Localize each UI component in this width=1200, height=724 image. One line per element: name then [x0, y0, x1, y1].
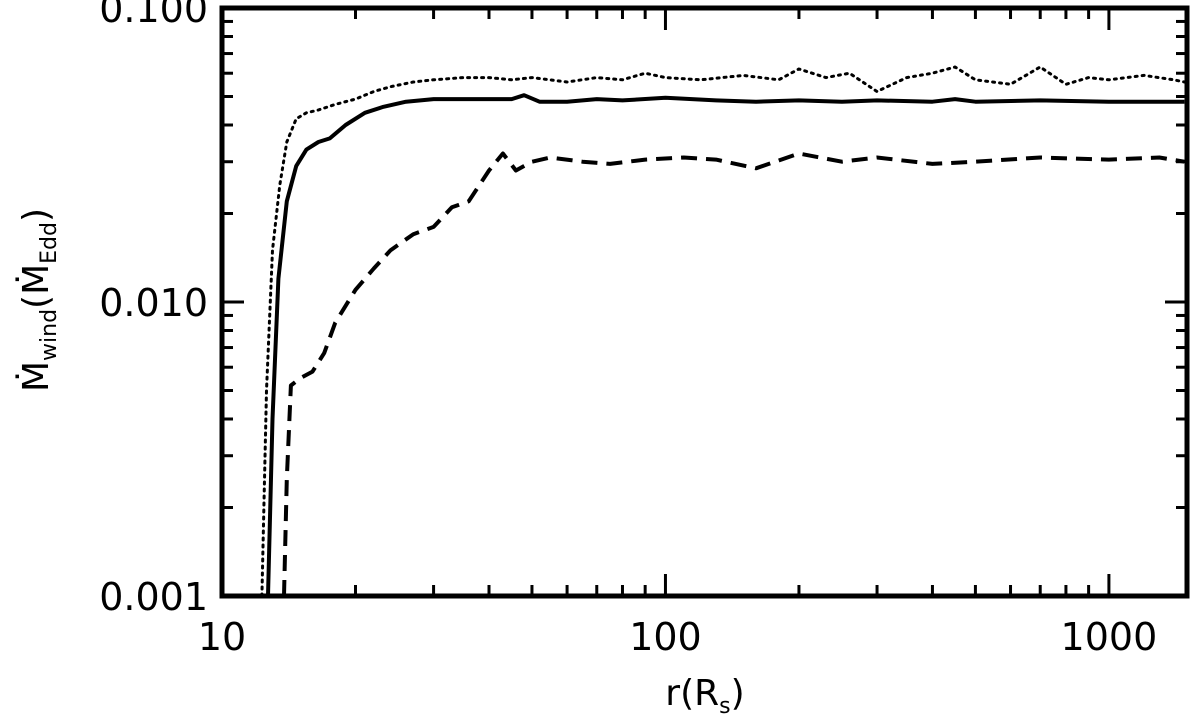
y-tick-label: 0.010: [99, 281, 208, 325]
plot-frame: [219, 5, 1190, 599]
series-dotted-line: [260, 65, 1186, 598]
series-layer: [260, 65, 1186, 598]
x-tick-label: 10: [198, 615, 246, 659]
y-axis-label-sub2: Edd: [37, 222, 62, 264]
y-axis-label-open: (: [16, 295, 57, 309]
x-tick-label: 1000: [1061, 615, 1158, 659]
x-axis-label: r(Rs): [665, 673, 744, 719]
x-axis-label-close: ): [731, 673, 745, 714]
y-tick-label: 0.100: [99, 0, 208, 31]
x-tick-label: 100: [629, 615, 702, 659]
x-axis-label-open: (: [680, 673, 694, 714]
series-solid-line: [266, 93, 1185, 597]
y-axis-label-main: Ṁ: [15, 361, 57, 392]
x-axis-label-sub: s: [719, 694, 730, 719]
y-axis-label-close: ): [16, 208, 57, 222]
y-axis-label: Ṁwind(ṀEdd): [15, 208, 62, 392]
series-dashed-line: [282, 151, 1185, 597]
y-tick-label: 0.001: [99, 575, 208, 619]
x-axis-label-sym: R: [694, 673, 719, 714]
y-axis-label-sym: Ṁ: [15, 264, 57, 295]
x-axis-label-main: r: [665, 673, 680, 714]
y-axis-label-sub: wind: [37, 309, 62, 361]
